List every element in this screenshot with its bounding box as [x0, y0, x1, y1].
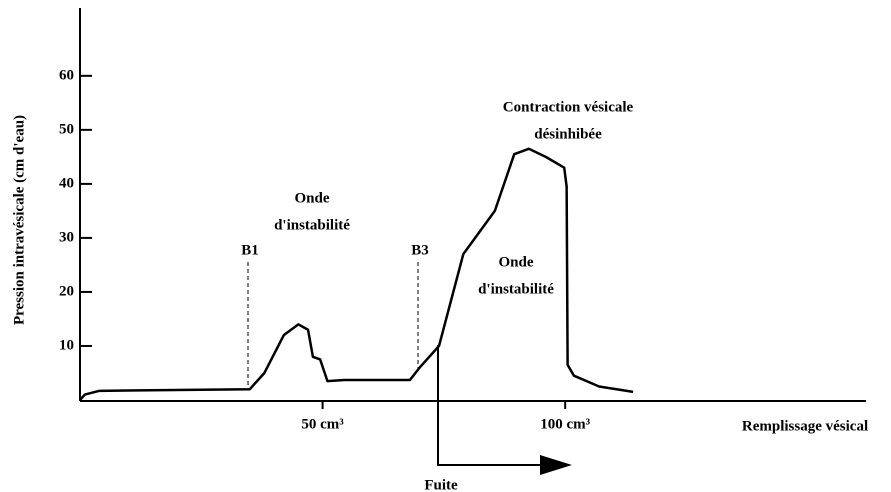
y-tick-label: 50	[59, 121, 74, 137]
y-tick-label: 30	[59, 229, 74, 245]
annotation: B3	[411, 242, 429, 258]
annotation: désinhibée	[534, 126, 602, 142]
data-line	[79, 147, 634, 401]
x-tick-label: 100 cm³	[540, 416, 590, 432]
annotation: Onde	[294, 190, 329, 206]
y-tick-label: 20	[59, 283, 74, 299]
y-tick-label: 40	[59, 175, 74, 191]
annotation: B1	[241, 242, 259, 258]
arrow-head	[540, 455, 572, 475]
x-axis-label: Remplissage vésical	[742, 418, 868, 434]
y-tick-label: 60	[59, 67, 74, 83]
y-axis-label: Pression intravésicale (cm d'eau)	[11, 115, 27, 325]
annotation: Contraction vésicale	[503, 99, 634, 115]
annotation: Onde	[498, 254, 533, 270]
annotation: d'instabilité	[478, 281, 554, 297]
annotation: Fuite	[424, 477, 458, 492]
annotation: d'instabilité	[274, 217, 350, 233]
y-tick-label: 10	[59, 337, 74, 353]
x-tick-label: 50 cm³	[301, 416, 344, 432]
